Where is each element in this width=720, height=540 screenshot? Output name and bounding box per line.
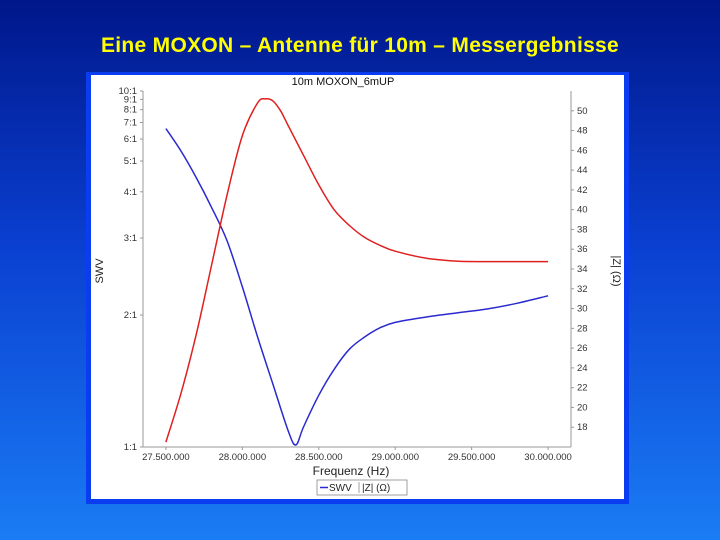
- y-left-tick-label: 4:1: [124, 187, 137, 198]
- x-tick-label: 29.500.000: [448, 452, 496, 463]
- chart-title: 10m MOXON_6mUP: [292, 76, 395, 88]
- x-tick-label: 27.500.000: [142, 452, 190, 463]
- y-left-tick-label: 3:1: [124, 233, 137, 244]
- y-left-tick-label: 7:1: [124, 118, 137, 129]
- x-tick-label: 28.500.000: [295, 452, 343, 463]
- y-right-tick-label: 42: [577, 185, 588, 196]
- swr-impedance-chart: 10m MOXON_6mUP 10:19:18:1 7:1 6:1 5:1 4:1 3:1…: [94, 76, 622, 496]
- y-right-tick-label: 20: [577, 402, 588, 413]
- y-right-tick-label: 44: [577, 165, 588, 176]
- impedance-series-line: [165, 97, 549, 443]
- y-right-tick-label: 32: [577, 284, 588, 295]
- y-right-tick-label: 50: [577, 106, 588, 117]
- x-tick-label: 29.000.000: [371, 452, 419, 463]
- y-left-tick-label: 10:1: [119, 86, 138, 97]
- y-left-tick-label: 6:1: [124, 134, 137, 145]
- y-left-tick-label: 1:1: [124, 442, 137, 453]
- legend: SWV |Z| (Ω): [316, 479, 408, 496]
- x-tick-label: 28.000.000: [219, 452, 267, 463]
- chart-frame: 10m MOXON_6mUP 10:1 9:1 8:1 7:1 6:1 5:1 4:1 3:1…: [86, 72, 629, 504]
- x-axis-label: Frequenz (Hz): [313, 464, 390, 478]
- legend-label-swr: SWV: [329, 483, 352, 494]
- y-right-tick-label: 40: [577, 205, 588, 216]
- y-left-tick-label: 2:1: [124, 310, 137, 321]
- axes-group: 10:19:18:1 7:1 6:1 5:1 4:1 3:1 2:1 1:1 50 48 46 44 4…: [119, 86, 588, 463]
- y-right-tick-label: 38: [577, 224, 588, 235]
- y-right-tick-label: 28: [577, 323, 588, 334]
- legend-box: [316, 479, 408, 496]
- y-right-tick-label: 34: [577, 264, 588, 275]
- y-left-tick-label: 9:1: [124, 94, 137, 105]
- y-right-tick-label: 36: [577, 244, 588, 255]
- y-right-tick-label: 46: [577, 145, 588, 156]
- y-right-tick-label: 48: [577, 126, 588, 137]
- y-right-tick-label: 30: [577, 304, 588, 315]
- y-left-tick-label: 8:1: [124, 105, 137, 116]
- series-group: [165, 97, 549, 446]
- y-right-tick-label: 18: [577, 422, 588, 433]
- chart-panel: 10m MOXON_6mUP 10:1 9:1 8:1 7:1 6:1 5:1 4:1 3:1…: [91, 75, 624, 499]
- y-right-tick-label: 22: [577, 383, 588, 394]
- legend-label-impedance: |Z| (Ω): [362, 483, 390, 494]
- y-axis-right-label: |Z| (Ω): [610, 255, 622, 286]
- x-tick-label: 30.000.000: [524, 452, 572, 463]
- y-right-tick-label: 26: [577, 343, 588, 354]
- y-axis-left-label: SWV: [94, 258, 106, 284]
- y-left-tick-label: 5:1: [124, 156, 137, 167]
- swr-series-line: [165, 128, 549, 446]
- y-right-tick-label: 24: [577, 363, 588, 374]
- slide-title: Eine MOXON – Antenne für 10m – Messergeb…: [100, 34, 620, 57]
